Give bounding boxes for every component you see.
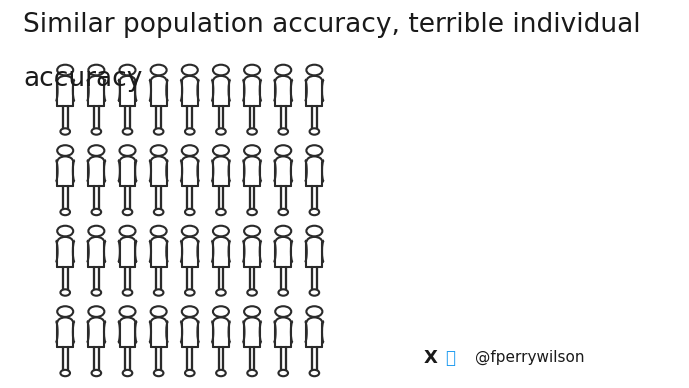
Text: 🦋: 🦋 bbox=[446, 349, 455, 367]
Text: @fperrywilson: @fperrywilson bbox=[475, 350, 584, 365]
Text: Similar population accuracy, terrible individual: Similar population accuracy, terrible in… bbox=[23, 12, 641, 38]
Text: X: X bbox=[424, 349, 438, 367]
Text: accuracy: accuracy bbox=[23, 66, 143, 92]
